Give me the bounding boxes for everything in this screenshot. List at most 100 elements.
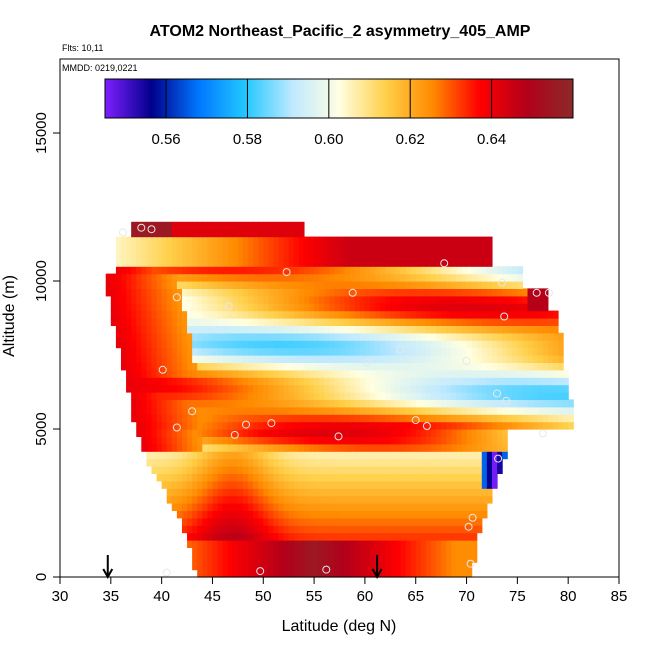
heatmap-cell xyxy=(517,369,524,378)
heatmap-cell xyxy=(436,532,442,541)
heatmap-cell xyxy=(171,421,178,430)
heatmap-cell xyxy=(395,303,402,312)
heatmap-cell xyxy=(156,414,163,423)
heatmap-cell xyxy=(207,355,214,363)
heatmap-cell xyxy=(532,392,539,400)
heatmap-cell xyxy=(242,429,249,437)
heatmap-cell xyxy=(273,295,280,304)
heatmap-cell xyxy=(298,525,305,534)
heatmap-cell xyxy=(288,273,295,282)
x-tick-label: 40 xyxy=(153,588,170,605)
heatmap-cell xyxy=(334,436,341,445)
heatmap-cell xyxy=(283,503,290,511)
heatmap-cell xyxy=(242,525,249,534)
heatmap-cell xyxy=(405,288,412,297)
heatmap-cell xyxy=(197,369,203,378)
heatmap-cell xyxy=(420,406,427,415)
heatmap-cell xyxy=(222,466,229,474)
heatmap-cell xyxy=(380,281,386,289)
heatmap-cell xyxy=(390,347,396,356)
heatmap-cell xyxy=(558,392,564,400)
colorbar-swatch xyxy=(309,79,312,118)
heatmap-cell xyxy=(380,436,386,445)
heatmap-cell xyxy=(298,229,305,238)
heatmap-cell xyxy=(491,303,498,312)
heatmap-cell xyxy=(395,369,402,378)
heatmap-cell xyxy=(359,244,366,252)
heatmap-cell xyxy=(395,569,402,578)
heatmap-cell xyxy=(415,443,422,452)
heatmap-cell xyxy=(425,325,432,334)
heatmap-cell xyxy=(192,377,198,386)
heatmap-cell xyxy=(334,244,341,252)
heatmap-cell xyxy=(385,399,391,408)
heatmap-cell xyxy=(309,392,315,400)
heatmap-cell xyxy=(237,473,244,482)
colorbar-swatch xyxy=(185,79,189,118)
heatmap-cell xyxy=(395,503,402,511)
heatmap-cell xyxy=(380,392,386,400)
heatmap-cell xyxy=(436,362,442,371)
heatmap-cell xyxy=(207,310,214,319)
colorbar-swatch xyxy=(143,79,146,118)
heatmap-cell xyxy=(319,281,325,289)
heatmap-cell xyxy=(334,525,341,534)
heatmap-cell xyxy=(217,562,224,571)
heatmap-cell xyxy=(273,540,280,548)
heatmap-cell xyxy=(151,399,158,408)
x-tick-label: 85 xyxy=(611,588,628,605)
heatmap-cell xyxy=(466,562,473,571)
heatmap-cell xyxy=(507,362,513,371)
heatmap-cell xyxy=(263,251,269,260)
colorbar-swatch xyxy=(317,79,321,118)
heatmap-cell xyxy=(369,495,376,504)
heatmap-cell xyxy=(344,517,351,526)
heatmap-cell xyxy=(192,414,198,423)
colorbar-swatch xyxy=(560,79,563,118)
heatmap-cell xyxy=(339,362,346,371)
heatmap-cell xyxy=(415,310,422,319)
heatmap-cell xyxy=(502,340,508,349)
heatmap-cell xyxy=(273,503,280,511)
heatmap-cell xyxy=(558,332,564,341)
heatmap-cell xyxy=(466,421,473,430)
heatmap-cell xyxy=(207,221,214,230)
heatmap-cell xyxy=(359,406,366,415)
heatmap-cell xyxy=(410,562,417,571)
heatmap-cell xyxy=(232,540,239,548)
heatmap-cell xyxy=(303,303,310,312)
heatmap-cell xyxy=(491,362,498,371)
heatmap-cell xyxy=(369,236,376,245)
heatmap-cell xyxy=(283,510,290,519)
heatmap-cell xyxy=(141,281,147,289)
heatmap-cell xyxy=(187,258,193,267)
heatmap-cell xyxy=(217,436,224,445)
heatmap-cell xyxy=(263,466,269,474)
heatmap-cell xyxy=(293,229,300,238)
heatmap-cell xyxy=(146,443,153,452)
heatmap-cell xyxy=(268,554,275,563)
heatmap-cell xyxy=(151,443,158,452)
heatmap-cell xyxy=(136,384,142,393)
heatmap-cell xyxy=(471,303,478,312)
heatmap-cell xyxy=(232,451,239,460)
heatmap-cell xyxy=(369,318,376,326)
heatmap-cell xyxy=(344,295,351,304)
colorbar-swatch xyxy=(417,79,421,118)
heatmap-cell xyxy=(532,399,539,408)
heatmap-cell xyxy=(344,377,351,386)
x-tick-label: 80 xyxy=(560,588,577,605)
heatmap-cell xyxy=(410,406,417,415)
heatmap-cell xyxy=(410,510,417,519)
heatmap-cell xyxy=(451,488,457,497)
heatmap-cell xyxy=(242,281,249,289)
heatmap-cell xyxy=(430,480,437,489)
heatmap-cell xyxy=(212,569,219,578)
heatmap-cell xyxy=(344,554,351,563)
heatmap-cell xyxy=(395,473,402,482)
heatmap-cell xyxy=(481,244,488,252)
heatmap-cell xyxy=(156,362,163,371)
heatmap-cell xyxy=(425,473,432,482)
heatmap-cell xyxy=(171,406,178,415)
heatmap-cell xyxy=(146,281,153,289)
